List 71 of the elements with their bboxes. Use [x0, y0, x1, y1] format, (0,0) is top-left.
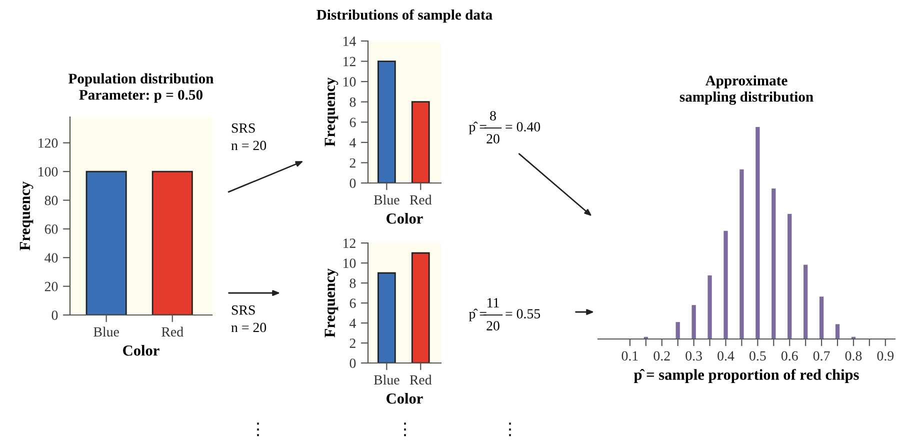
- y-tick-label: 0: [350, 178, 356, 188]
- bar: [724, 230, 728, 339]
- x-tick-label: Red: [410, 374, 432, 385]
- y-tick-label: 8: [350, 97, 356, 107]
- bar: [819, 296, 824, 339]
- x-tick-label: 0.9: [877, 351, 894, 361]
- y-tick-label: 10: [344, 258, 356, 268]
- x-axis-title: p̂ = sample proportion of red chips: [634, 368, 859, 383]
- bar: [804, 264, 808, 339]
- y-tick-label: 0: [350, 358, 356, 368]
- x-axis-title: Color: [386, 212, 423, 224]
- text: p̂ =: [468, 308, 486, 322]
- text: 20: [486, 134, 500, 144]
- bar: [708, 275, 712, 339]
- text: SRS n = 20: [231, 123, 266, 150]
- y-tick-label: 4: [350, 318, 356, 328]
- text: 20: [486, 321, 500, 330]
- text: SRS n = 20: [231, 305, 266, 332]
- x-tick-label: 0.8: [845, 351, 862, 361]
- bar: [692, 305, 696, 339]
- text: 11: [488, 298, 499, 308]
- chart-title: Approximate sampling distribution: [680, 75, 814, 105]
- x-tick-label: 0.6: [781, 351, 798, 361]
- bar: [788, 214, 792, 339]
- y-axis-title: Frequency: [324, 77, 338, 146]
- bar: [676, 322, 680, 339]
- chart-title: Distributions of sample data: [316, 9, 492, 23]
- y-tick-label: 60: [44, 224, 58, 234]
- x-tick-label: Blue: [374, 194, 400, 205]
- y-tick-label: 10: [344, 77, 356, 87]
- text: = 0.55: [506, 309, 540, 319]
- text: p̂ =: [468, 122, 486, 134]
- text: 8: [490, 111, 496, 120]
- y-tick-label: 12: [344, 56, 356, 66]
- x-tick-label: 0.3: [686, 351, 702, 361]
- y-tick-label: 100: [38, 167, 58, 176]
- bar: [772, 188, 776, 339]
- y-tick-label: 40: [44, 253, 58, 263]
- x-tick-label: Red: [162, 326, 184, 337]
- y-tick-label: 120: [38, 138, 58, 148]
- x-axis-title: Color: [386, 392, 423, 404]
- x-axis-title: Color: [123, 344, 160, 356]
- y-tick-label: 2: [350, 158, 356, 168]
- x-tick-label: Blue: [374, 374, 400, 385]
- x-tick-label: Blue: [94, 326, 119, 337]
- x-tick-label: 0.1: [622, 351, 638, 361]
- text: ⋮: [404, 422, 406, 436]
- x-tick-label: 0.4: [718, 351, 734, 361]
- y-tick-label: 0: [52, 310, 58, 320]
- y-tick-label: 80: [44, 196, 58, 206]
- y-tick-label: 8: [350, 278, 356, 288]
- x-tick-label: 0.7: [813, 351, 830, 361]
- y-tick-label: 14: [344, 36, 356, 46]
- x-tick-label: 0.5: [750, 351, 766, 361]
- y-tick-label: 4: [350, 138, 356, 148]
- bar: [835, 324, 840, 339]
- y-tick-label: 6: [350, 118, 356, 128]
- x-tick-label: 0.2: [654, 351, 670, 361]
- y-axis-title: Frequency: [324, 268, 338, 338]
- bar: [740, 169, 744, 339]
- y-tick-label: 12: [344, 238, 356, 248]
- y-tick-label: 20: [44, 282, 58, 292]
- text: ⋮: [509, 422, 511, 436]
- x-tick-label: Red: [410, 194, 432, 205]
- text: ⋮: [257, 422, 259, 436]
- chart-title: Population distribution Parameter: p = 0.50: [68, 73, 214, 103]
- text: = 0.40: [506, 122, 540, 132]
- y-axis-title: Frequency: [20, 181, 34, 250]
- y-tick-label: 6: [350, 298, 356, 308]
- y-tick-label: 2: [350, 338, 356, 348]
- bar: [756, 127, 760, 339]
